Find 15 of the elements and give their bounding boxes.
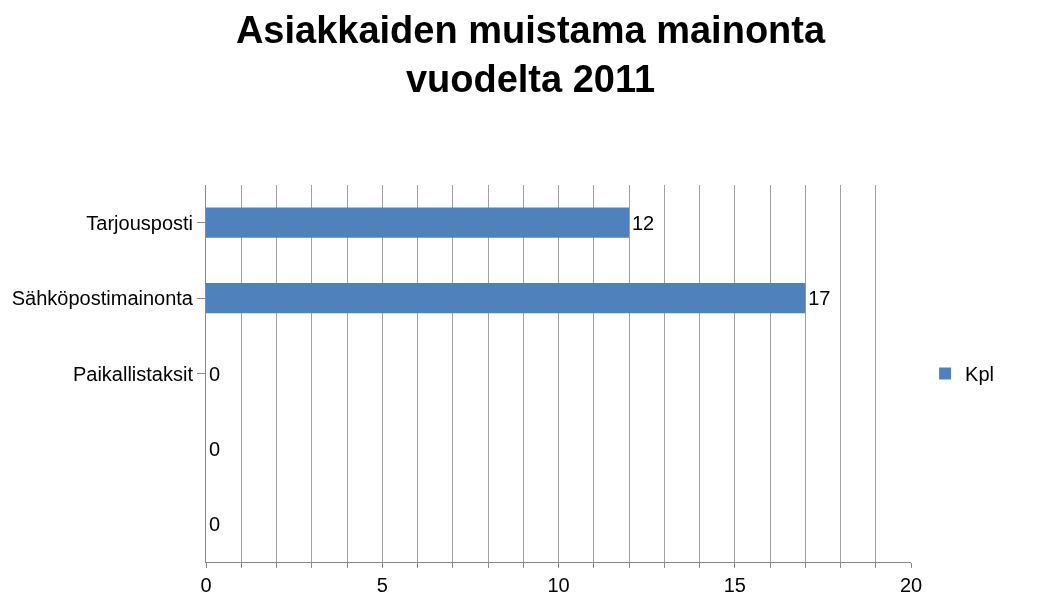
y-tick-label: Sähköpostimainonta bbox=[11, 287, 194, 310]
y-tick-label: Paikallistaksit bbox=[72, 362, 194, 385]
x-tick-label: 5 bbox=[376, 574, 388, 596]
legend-label: Kpl bbox=[965, 363, 995, 386]
x-tick-label: 10 bbox=[547, 574, 570, 596]
y-tick-label: Tarjousposti bbox=[86, 211, 193, 234]
data-label: 0 bbox=[209, 437, 221, 460]
chart-title: Asiakkaiden muistama mainonta vuodelta 2011 bbox=[235, 8, 826, 100]
data-label: 17 bbox=[808, 287, 831, 310]
x-tick-label: 15 bbox=[723, 574, 746, 596]
data-label: 0 bbox=[209, 513, 221, 536]
data-label: 0 bbox=[209, 362, 221, 385]
x-tick-label: 20 bbox=[899, 574, 923, 596]
data-label: 12 bbox=[632, 211, 655, 234]
x-tick-label: 0 bbox=[200, 574, 212, 596]
